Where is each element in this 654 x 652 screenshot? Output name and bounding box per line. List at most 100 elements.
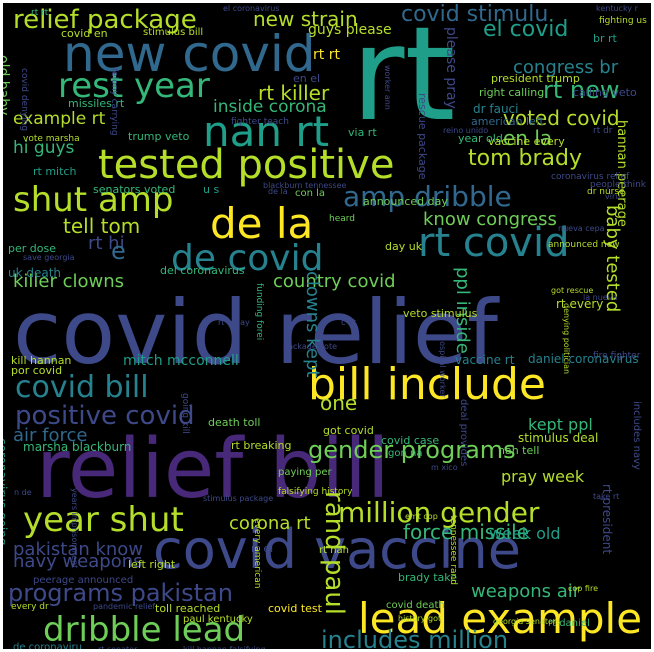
word-127: got rescue (551, 286, 594, 295)
word-69: old baby (3, 55, 11, 116)
word-61: vaccine rt (455, 353, 515, 367)
word-24: programs pakistan (8, 579, 233, 607)
word-17: covid bill (15, 370, 149, 405)
word-30: rt killer (258, 81, 330, 105)
word-133: fire fighter (593, 351, 641, 361)
word-97: toll reached (155, 602, 221, 615)
word-125: nueva cepa (558, 224, 605, 233)
word-110: fighting us (599, 16, 647, 26)
word-148: emt cop (405, 512, 438, 521)
word-10: rt covid (418, 220, 570, 266)
word-143: covid denying (19, 68, 29, 132)
word-114: via rt (348, 126, 377, 139)
word-86: gon na (388, 448, 423, 459)
word-cloud: rt covid relief relief bill covid vaccine ne… (3, 3, 651, 649)
word-72: rt mitch (33, 165, 77, 178)
word-111: kentucky r (596, 4, 638, 13)
word-146: years imprisonment (70, 488, 79, 569)
word-99: peerage announced (33, 575, 134, 586)
word-22: million gender (338, 496, 540, 529)
word-161: rt rt (31, 8, 49, 18)
word-82: por covid (11, 364, 63, 377)
word-18: positive covid (15, 401, 195, 431)
word-1: covid relief (13, 281, 498, 384)
word-128: la nueva (583, 293, 618, 302)
word-87: rt breaking (231, 439, 292, 452)
word-19: relief package (13, 5, 197, 35)
word-27: tom brady (468, 146, 582, 171)
word-34: country covid (273, 271, 396, 292)
word-67: dr fauci (473, 102, 519, 116)
word-44: guys please (308, 22, 392, 38)
word-50: force missile (403, 520, 530, 544)
word-5: tested positive (98, 142, 395, 188)
word-6: bill include (308, 359, 547, 410)
word-8: de la (210, 199, 314, 248)
word-95: rt daniel (548, 618, 590, 629)
word-62: rt every (556, 297, 604, 311)
word-138: tennessee rand (448, 515, 458, 585)
word-94: rt nah (319, 545, 350, 556)
word-2: relief bill (36, 422, 390, 517)
word-7: lead example (358, 594, 643, 643)
word-96: covid test (268, 602, 322, 615)
word-151: cop fire (568, 584, 598, 593)
word-153: pandemic relief (93, 602, 156, 611)
word-52: navy weapons (13, 551, 143, 572)
word-104: stimulus bill (143, 27, 204, 38)
word-160: n de (14, 488, 32, 497)
word-147: falsifying history (278, 487, 353, 497)
word-73: senators voted (93, 183, 176, 196)
word-88: nah tell (498, 444, 540, 457)
word-124: viru (605, 192, 621, 201)
word-71: trump veto (128, 130, 190, 143)
word-117: vaccine every (488, 135, 565, 148)
word-75: announced day (363, 195, 448, 208)
word-118: con la (295, 188, 326, 199)
word-144: felony carrying (109, 68, 119, 136)
word-43: hi guys (13, 138, 75, 158)
word-39: voted covid (503, 106, 620, 130)
word-92: left right (128, 558, 176, 571)
word-38: congress br (513, 57, 619, 78)
word-123: people think (590, 180, 647, 190)
word-42: example rt (13, 109, 106, 129)
word-109: dr nurse (587, 187, 625, 197)
word-121: blackburn tennessee (263, 181, 347, 190)
word-83: death toll (208, 416, 261, 429)
word-91: rt el (251, 542, 274, 555)
word-112: br rt (593, 32, 617, 45)
word-41: inside corona (213, 97, 327, 117)
word-90: paying per (278, 467, 332, 478)
word-129: save georgia (23, 253, 75, 262)
word-137: deal provides (458, 399, 469, 467)
word-25: includes million (321, 626, 509, 649)
word-74: u s (203, 183, 220, 196)
word-80: veto stimulus (403, 307, 478, 320)
word-64: president trump (491, 72, 580, 85)
word-130: rt today (218, 318, 250, 327)
word-35: clowns kept (302, 271, 323, 378)
word-33: know congress (423, 209, 557, 230)
word-131: c rt (341, 318, 357, 328)
word-145: worker ann (383, 65, 392, 110)
word-81: kill hannan (11, 354, 72, 367)
word-78: per dose (8, 242, 56, 255)
word-20: covid stimulu (401, 3, 549, 27)
word-132: package vote (283, 342, 338, 351)
word-155: georgia senators (493, 617, 561, 626)
word-47: rt hi (88, 233, 125, 254)
word-159: de la (268, 187, 288, 196)
word-139: every american (252, 518, 262, 589)
word-136: funding forei (254, 283, 264, 341)
word-11: de covid (171, 238, 324, 279)
word-140: hospital worker (438, 336, 447, 398)
word-150: take rt (593, 492, 620, 501)
word-98: paul kentucky (183, 614, 253, 625)
word-53: pakistan know (13, 539, 144, 560)
word-58: week old (489, 524, 561, 543)
word-79: del coronavirus (160, 264, 245, 277)
word-40: en la (503, 126, 553, 150)
word-15: year shut (23, 500, 184, 540)
word-108: includes navy (631, 401, 642, 470)
